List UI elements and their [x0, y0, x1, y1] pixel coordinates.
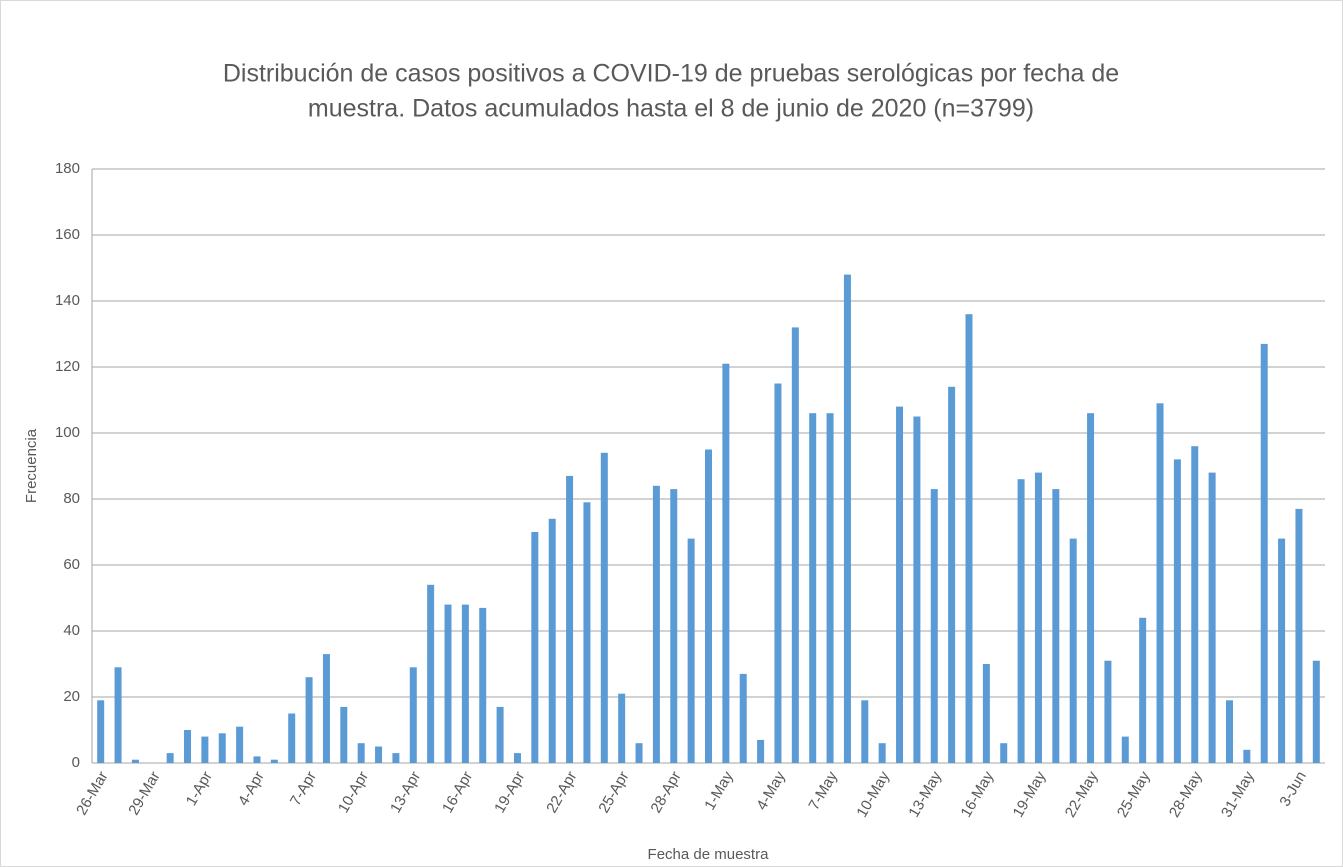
bar: [1295, 508, 1303, 763]
bar: [843, 274, 851, 763]
bar: [375, 746, 383, 763]
bar: [861, 700, 869, 763]
bar: [1260, 343, 1268, 763]
bar: [757, 739, 765, 763]
bar: [444, 604, 452, 763]
bar: [982, 664, 990, 763]
bar: [635, 743, 643, 763]
bar: [1243, 749, 1251, 763]
bar: [705, 449, 712, 763]
bar: [218, 733, 226, 763]
chart-title: Distribución de casos positivos a COVID-…: [223, 60, 1119, 88]
bar: [878, 743, 886, 763]
bar: [1121, 736, 1129, 763]
bar: [479, 607, 487, 763]
bar: [687, 538, 695, 763]
bar: [1225, 700, 1233, 763]
bar: [600, 452, 608, 763]
bar: [826, 413, 834, 763]
y-tick-label: 160: [55, 226, 80, 243]
y-axis-label: Frecuencia: [23, 428, 40, 503]
bar: [409, 667, 417, 763]
bar: [1104, 660, 1112, 763]
bar: [201, 736, 209, 763]
bar: [791, 327, 799, 763]
bar: [322, 654, 330, 763]
bar: [1069, 538, 1077, 763]
bar: [809, 413, 817, 763]
y-tick-label: 20: [63, 688, 80, 705]
bar: [670, 489, 678, 763]
bar: [461, 604, 469, 763]
bar: [236, 726, 244, 763]
bar: [1000, 743, 1008, 763]
bar: [722, 363, 730, 763]
x-axis-label: Fecha de muestra: [648, 846, 770, 863]
bar: [253, 756, 261, 763]
bar: [392, 753, 400, 763]
bar: [583, 502, 591, 763]
bar: [1034, 472, 1042, 763]
bar: [114, 667, 122, 763]
bar: [930, 489, 938, 763]
bar: [739, 673, 747, 763]
bar: [131, 759, 139, 763]
y-tick-label: 60: [63, 556, 80, 573]
bar: [1208, 472, 1216, 763]
y-tick-label: 80: [63, 490, 80, 507]
bar: [427, 584, 435, 763]
bar: [1139, 617, 1147, 763]
bar: [1312, 660, 1320, 763]
bar: [1017, 479, 1025, 763]
bar: [652, 485, 660, 763]
bar: [1278, 538, 1286, 763]
bar: [166, 753, 174, 763]
y-tick-label: 140: [55, 292, 80, 309]
bar: [618, 693, 626, 763]
bar: [948, 386, 956, 763]
bar: [288, 713, 296, 763]
bar: [513, 753, 521, 763]
bar: [566, 475, 574, 763]
y-tick-label: 120: [55, 358, 80, 375]
bar: [913, 416, 921, 763]
bar: [1156, 403, 1164, 763]
bar: [774, 383, 782, 763]
y-tick-label: 100: [55, 424, 80, 441]
chart-title: muestra. Datos acumulados hasta el 8 de …: [308, 95, 1034, 123]
bar: [305, 677, 313, 763]
bar: [496, 706, 504, 763]
bar: [1191, 446, 1199, 763]
y-tick-label: 180: [55, 160, 80, 177]
bar: [1173, 459, 1181, 763]
bar: [97, 700, 105, 763]
bar: [340, 706, 348, 763]
bar: [184, 730, 192, 763]
bar: [270, 759, 278, 763]
bar: [548, 518, 556, 763]
bar: [1087, 413, 1095, 763]
bar: [896, 406, 904, 763]
bar: [531, 532, 539, 763]
bar: [357, 743, 365, 763]
bar: [1052, 489, 1060, 763]
y-tick-label: 40: [63, 622, 80, 639]
bar: [965, 314, 973, 763]
y-tick-label: 0: [72, 754, 80, 771]
